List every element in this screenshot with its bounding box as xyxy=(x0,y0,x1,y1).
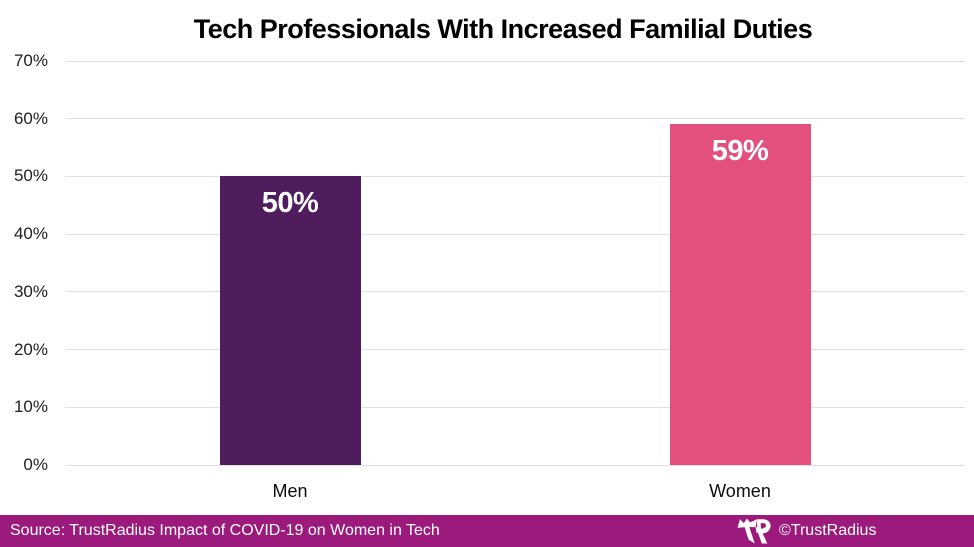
y-axis-label: 20% xyxy=(13,339,48,359)
bar-value-label: 50% xyxy=(261,187,319,220)
brand-group: ©TrustRadius xyxy=(736,515,876,547)
bar-value-label: 59% xyxy=(711,135,769,168)
bar-women: 59% xyxy=(669,124,811,465)
y-axis-label: 0% xyxy=(23,455,48,474)
gridline xyxy=(65,349,965,351)
credit-text: ©TrustRadius xyxy=(779,522,877,539)
y-axis-label: 40% xyxy=(13,224,48,244)
footer-bar: Source: TrustRadius Impact of COVID-19 o… xyxy=(0,515,974,547)
y-axis-label: 10% xyxy=(13,397,48,417)
gridline xyxy=(65,464,965,466)
source-text: Source: TrustRadius Impact of COVID-19 o… xyxy=(10,522,440,539)
gridline xyxy=(65,291,965,293)
y-axis-label: 50% xyxy=(13,166,48,186)
gridline xyxy=(65,233,965,235)
x-axis-label-women: Women xyxy=(709,481,771,501)
chart-title: Tech Professionals With Increased Famili… xyxy=(193,14,813,44)
y-axis-label: 70% xyxy=(13,51,48,70)
y-axis-label: 30% xyxy=(13,281,48,301)
gridline xyxy=(65,406,965,408)
gridline xyxy=(65,175,965,177)
y-axis-label: 60% xyxy=(13,108,48,128)
gridline xyxy=(65,60,965,62)
bar-men: 50% xyxy=(219,176,361,465)
x-axis-label-men: Men xyxy=(272,481,308,501)
trustradius-logo-icon xyxy=(737,518,771,544)
gridline xyxy=(65,118,965,120)
